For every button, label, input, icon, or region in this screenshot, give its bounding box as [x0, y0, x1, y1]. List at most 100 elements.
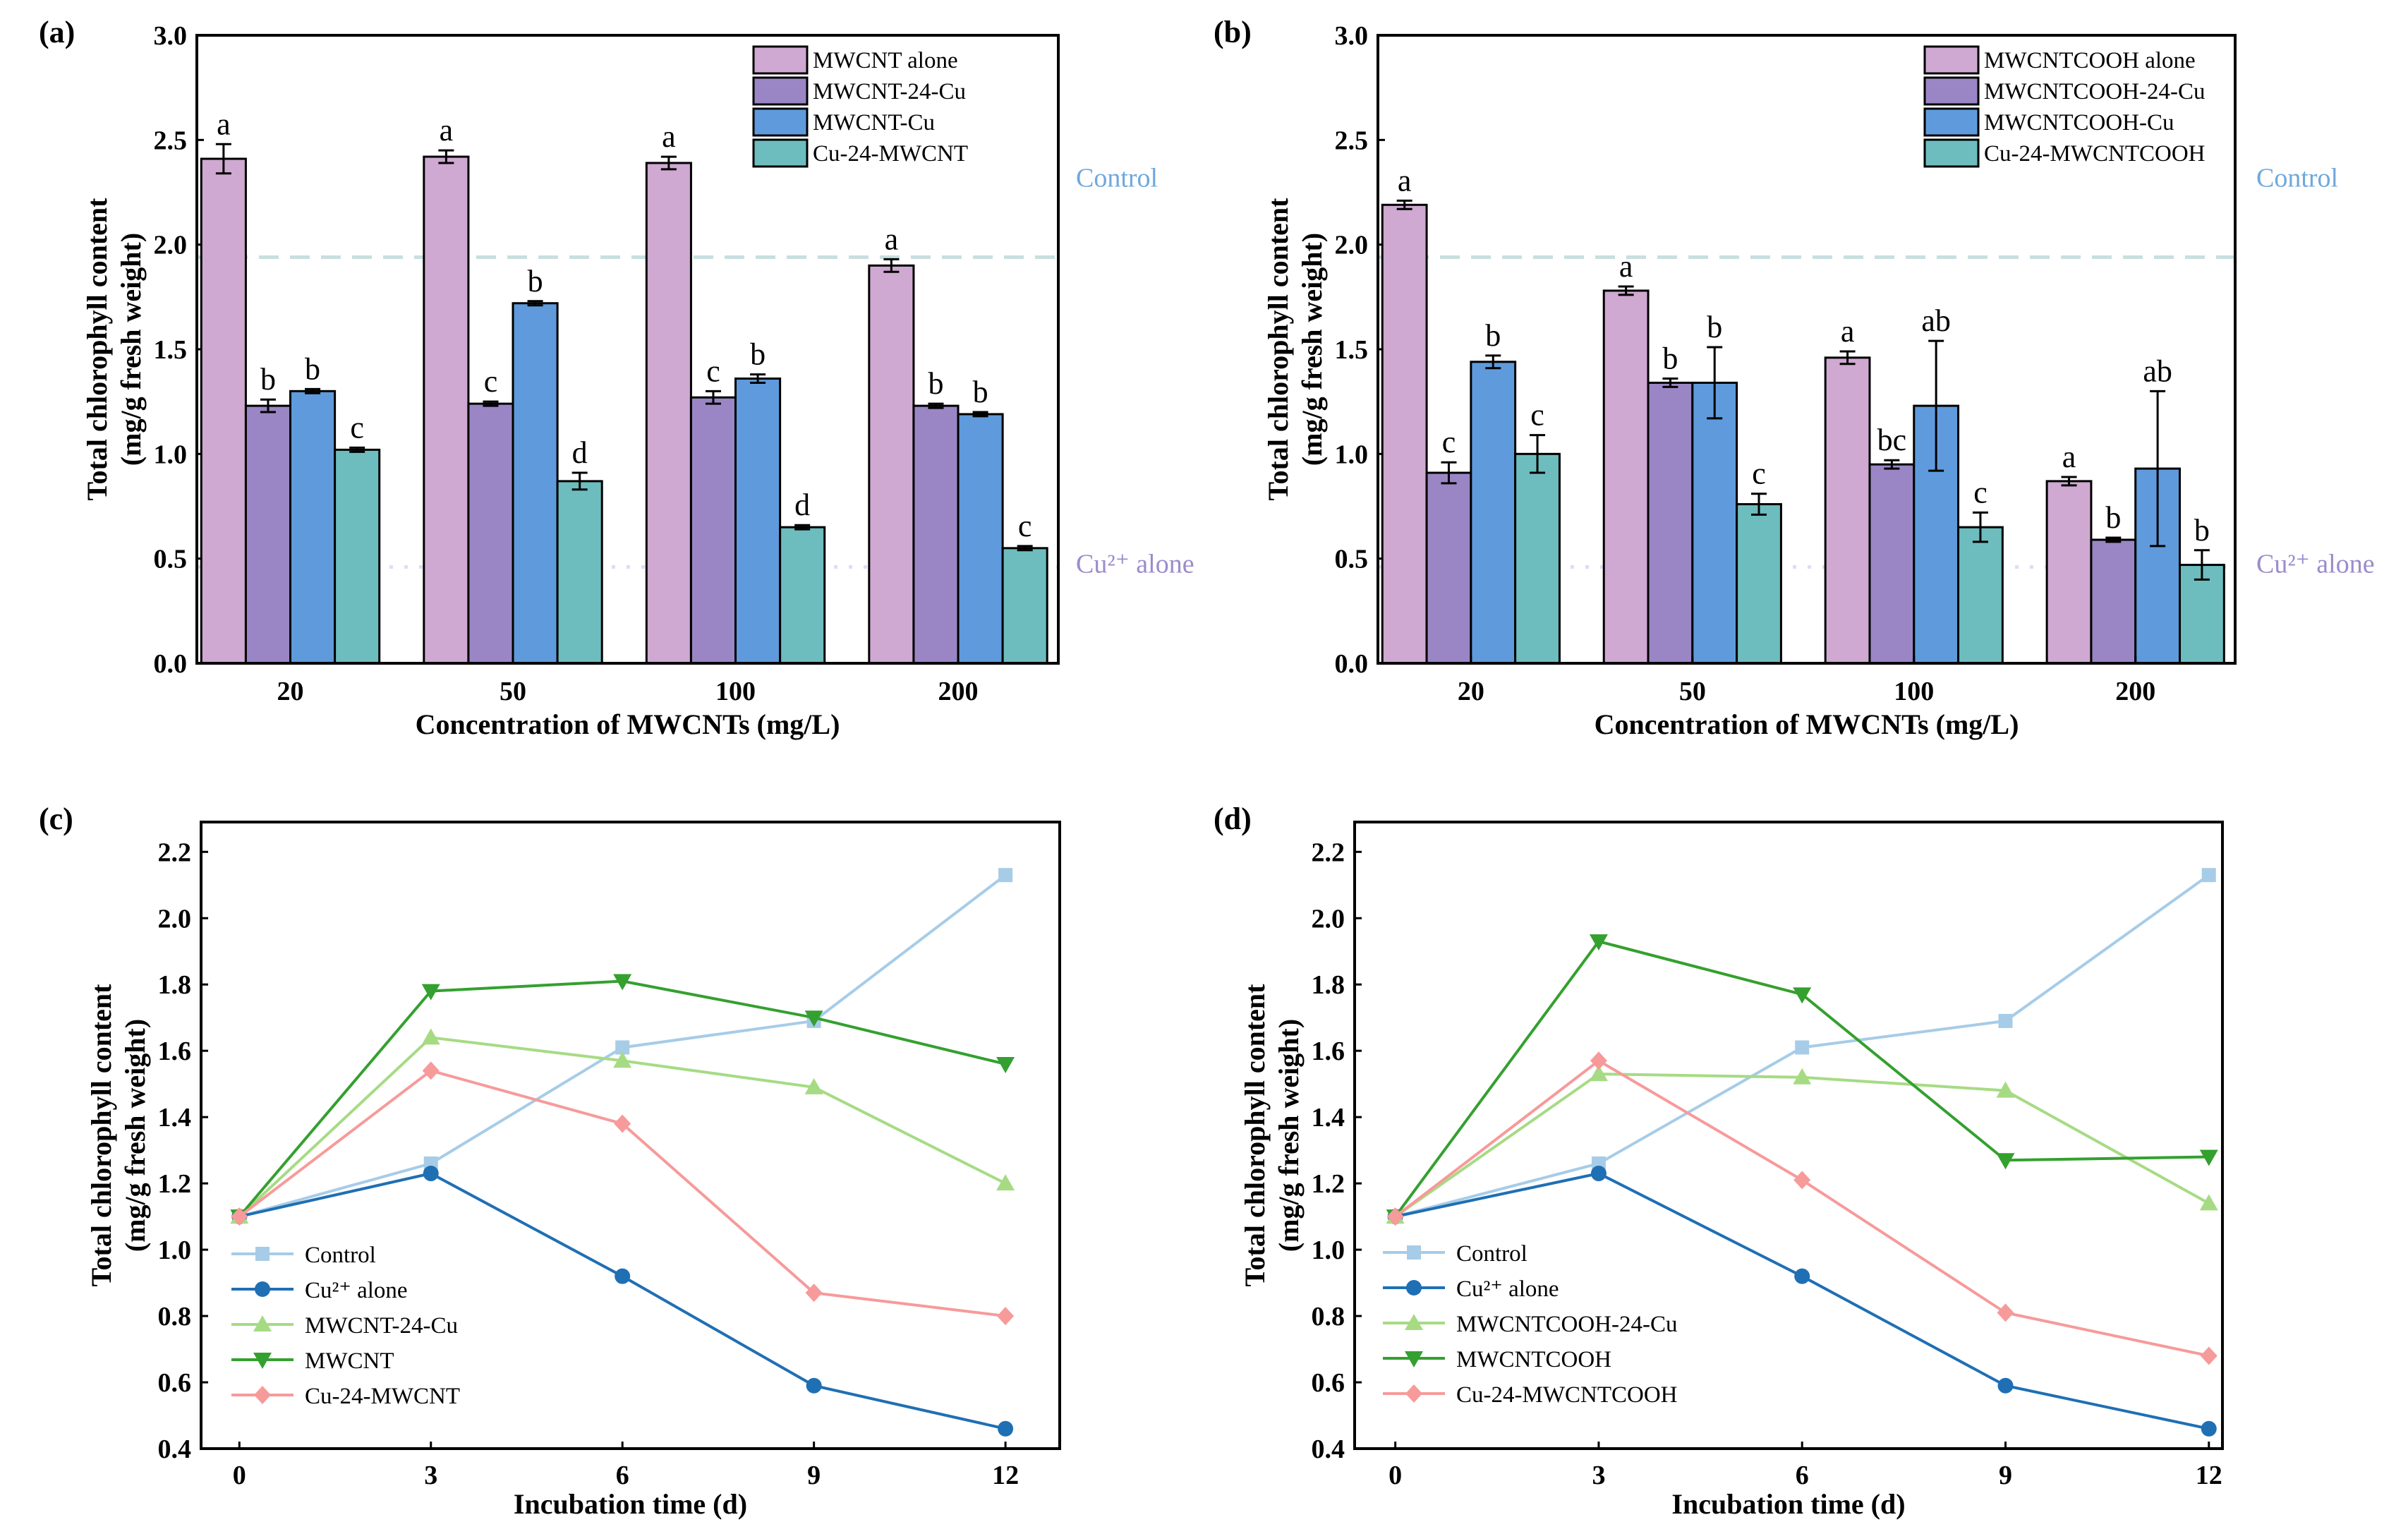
reference-label: Control	[2256, 163, 2338, 193]
bar	[512, 302, 559, 665]
y-tick-label: 0.6	[1312, 1368, 1345, 1398]
significance-letter: c	[1530, 398, 1544, 433]
legend-label: MWCNTCOOH-24-Cu	[1456, 1312, 1677, 1337]
legend-label: MWCNT-Cu	[813, 110, 935, 135]
significance-letter: a	[1619, 249, 1633, 284]
significance-letter: b	[973, 375, 988, 409]
significance-letter: a	[217, 107, 231, 141]
bar	[1647, 381, 1694, 665]
marker-triangle-down	[804, 1010, 823, 1027]
significance-letter: b	[928, 366, 943, 401]
marker-circle	[806, 1377, 822, 1394]
bar	[1602, 289, 1650, 665]
legend-swatch	[1923, 107, 1980, 137]
reference-label: Cu²⁺ alone	[2256, 550, 2375, 579]
marker-circle	[255, 1281, 270, 1297]
marker-square	[1795, 1040, 1810, 1055]
marker-circle	[1590, 1166, 1607, 1182]
bar	[912, 404, 960, 665]
marker-triangle-up	[1405, 1314, 1423, 1330]
legend-label: Control	[305, 1243, 376, 1268]
bar	[734, 378, 782, 665]
bar	[1691, 381, 1738, 665]
marker-square	[615, 1040, 630, 1055]
y-tick-label: 1.0	[154, 440, 188, 469]
significance-letter: c	[350, 410, 364, 445]
marker-square	[1407, 1245, 1421, 1260]
marker-diamond	[614, 1114, 631, 1133]
x-tick-label: 20	[277, 677, 304, 706]
marker-triangle-down	[613, 974, 632, 991]
significance-letter: c	[1752, 457, 1766, 491]
legend-swatch	[752, 138, 809, 168]
y-tick-label: 0.8	[158, 1302, 192, 1331]
panel-a: (a) 0.0 0.5 1.0 1.5 2.0 2.5 3.0 Total chlorophyl…	[39, 15, 1194, 740]
bar	[689, 396, 737, 665]
y-axis-label: Total chlorophyll content	[1262, 198, 1294, 501]
marker-circle	[1794, 1268, 1810, 1284]
marker-triangle-down	[996, 1056, 1015, 1073]
y-tick-label: 0.4	[1312, 1435, 1345, 1464]
legend-label: MWCNTCOOH-24-Cu	[1984, 79, 2205, 104]
marker-diamond	[805, 1284, 823, 1303]
significance-letter: d	[572, 435, 588, 470]
y-tick-label: 0.5	[154, 545, 188, 574]
bar	[1470, 361, 1517, 665]
marker-triangle-down	[1793, 987, 1812, 1004]
y-tick-label: 2.0	[154, 231, 188, 260]
significance-letter: b	[260, 362, 276, 397]
legend-label: MWCNTCOOH alone	[1984, 48, 2196, 73]
marker-circle	[1997, 1377, 2014, 1394]
panel-c: (c) 0.4 0.6 0.8 1.0 1.2 1.4 1.6 1.8 2.0 2.2 Total c…	[39, 802, 1061, 1520]
marker-diamond	[2200, 1346, 2218, 1365]
marker-triangle-up	[613, 1051, 632, 1068]
y-axis-label: (mg/g fresh weight)	[1296, 233, 1328, 466]
marker-circle	[615, 1268, 631, 1284]
legend-swatch	[1923, 45, 1980, 75]
legend-label: Cu-24-MWCNTCOOH	[1456, 1382, 1677, 1408]
y-tick-label: 0.4	[158, 1435, 192, 1464]
legend-swatch	[752, 107, 809, 137]
reference-label: Control	[1076, 163, 1158, 193]
y-tick-label: 1.2	[158, 1169, 192, 1199]
y-tick-label: 1.6	[158, 1037, 192, 1066]
y-tick-label: 3.0	[1335, 21, 1369, 51]
legend-swatch	[752, 45, 809, 75]
significance-letter: b	[750, 337, 766, 372]
legend-label: MWCNTCOOH-Cu	[1984, 110, 2174, 135]
y-tick-label: 2.2	[158, 838, 192, 867]
x-tick-label: 200	[938, 677, 979, 706]
significance-letter: b	[305, 351, 320, 386]
marker-square	[1998, 1013, 2013, 1028]
y-tick-label: 2.5	[1335, 126, 1369, 155]
legend-label: Control	[1456, 1241, 1527, 1267]
significance-letter: a	[2062, 440, 2076, 474]
marker-triangle-up	[996, 1174, 1015, 1191]
marker-triangle-down	[1405, 1351, 1423, 1367]
legend-label: Cu-24-MWCNT	[305, 1384, 460, 1409]
bar	[2090, 538, 2137, 665]
marker-square	[998, 868, 1013, 883]
y-tick-label: 0.8	[1312, 1302, 1345, 1331]
bar	[556, 480, 603, 665]
y-axis-label: Total chlorophyll content	[85, 984, 117, 1287]
series-line	[1394, 1073, 2210, 1218]
x-axis-label: Concentration of MWCNTs (mg/L)	[416, 708, 840, 740]
marker-square	[255, 1247, 270, 1261]
marker-triangle-up	[1589, 1065, 1608, 1082]
marker-triangle-down	[1996, 1153, 2015, 1170]
y-axis-label: (mg/g fresh weight)	[115, 233, 147, 466]
x-tick-label: 50	[1679, 677, 1706, 706]
significance-letter: b	[2194, 513, 2210, 548]
marker-diamond	[1793, 1171, 1811, 1190]
legend-label: MWCNTCOOH	[1456, 1347, 1611, 1372]
y-tick-label: 2.5	[154, 126, 188, 155]
marker-square	[2201, 868, 2216, 883]
bar	[779, 526, 826, 665]
marker-circle	[1406, 1280, 1422, 1296]
legend-label: MWCNT	[305, 1348, 394, 1374]
marker-triangle-up	[804, 1077, 823, 1094]
panel-b: (b) 0.0 0.5 1.0 1.5 2.0 2.5 3.0 Total chlorophyl…	[1214, 15, 2375, 740]
significance-letter: b	[2105, 500, 2121, 535]
significance-letter: ab	[2143, 354, 2172, 388]
